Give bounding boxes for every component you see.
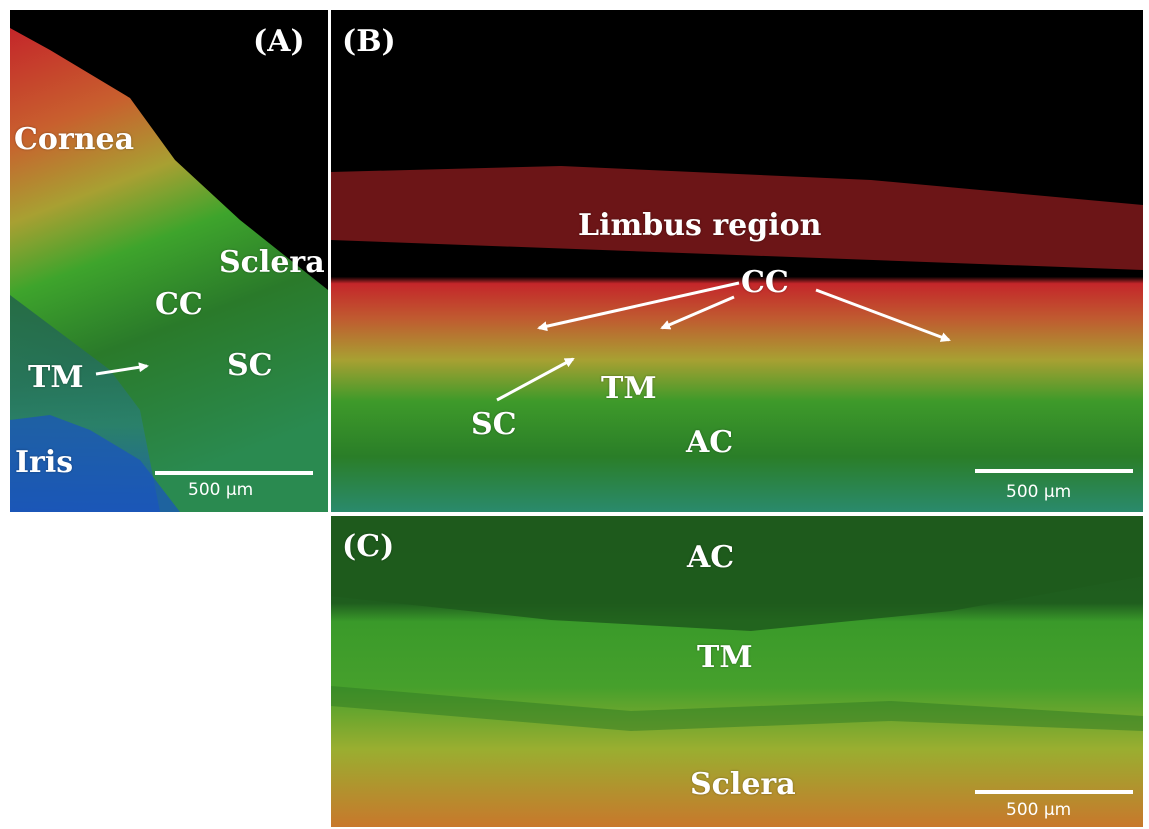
- tm-label: TM: [601, 371, 657, 406]
- panel-c-scale-text: 500 µm: [1006, 800, 1072, 820]
- panel-a-scale-text: 500 µm: [188, 480, 254, 500]
- ac-label: AC: [687, 540, 735, 575]
- cc-label: CC: [155, 287, 203, 322]
- panel-c-scale-bar: [975, 790, 1133, 794]
- cc-label: CC: [741, 265, 789, 300]
- limbus-region-label: Limbus region: [578, 208, 822, 243]
- panel-b-scale-bar: [975, 469, 1133, 473]
- sc-label: SC: [471, 407, 517, 442]
- sclera-label: Sclera: [219, 245, 325, 280]
- panel-b-scale-text: 500 µm: [1006, 482, 1072, 502]
- panel-a-oct-image: [10, 10, 328, 512]
- sclera-label: Sclera: [690, 767, 796, 802]
- cornea-label: Cornea: [14, 122, 135, 157]
- panel-a-scale-bar: [155, 471, 313, 475]
- panel-c-label: (C): [342, 529, 395, 564]
- tm-label: TM: [28, 360, 84, 395]
- iris-label: Iris: [15, 445, 74, 480]
- tm-label: TM: [697, 640, 753, 675]
- panel-b-oct-image: [331, 10, 1143, 512]
- ac-label: AC: [686, 425, 734, 460]
- panel-a-label: (A): [253, 24, 305, 59]
- panel-a: (A) Cornea Sclera CC TM SC Iris 500 µm: [10, 10, 328, 512]
- sc-label: SC: [227, 348, 273, 383]
- panel-b-label: (B): [342, 24, 396, 59]
- panel-b: (B) Limbus region CC SC TM AC 500 µm: [331, 10, 1143, 512]
- panel-c-oct-image: [331, 516, 1143, 827]
- panel-c: (C) AC TM Sclera 500 µm: [331, 516, 1143, 827]
